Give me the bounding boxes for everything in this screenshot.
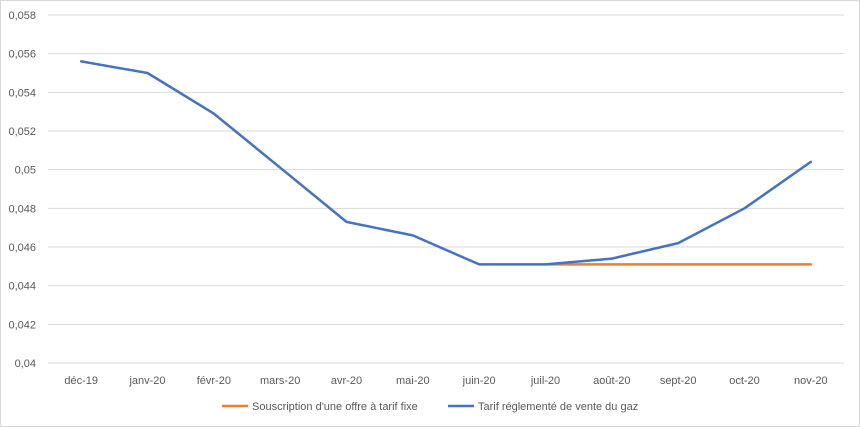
x-tick-label: sept-20 [660,375,697,387]
y-tick-label: 0,058 [8,10,36,22]
y-tick-label: 0,042 [8,319,36,331]
x-tick-label: févr-20 [197,375,231,387]
x-tick-label: janv-20 [128,375,165,387]
x-tick-label: mars-20 [260,375,300,387]
x-tick-label: juin-20 [462,375,496,387]
y-tick-label: 0,056 [8,49,36,61]
series-line-2 [79,60,813,266]
x-tick-label: nov-20 [794,375,828,387]
x-axis-tick-labels: déc-19 janv-20 févr-20 mars-20 avr-20 mai-20 j… [64,375,827,387]
gridlines [48,14,844,325]
legend-label-1: Souscription d'une offre à tarif fixe [252,401,418,413]
x-tick-label: déc-19 [64,375,98,387]
y-tick-label: 0,052 [8,126,36,138]
x-tick-label: avr-20 [331,375,362,387]
y-tick-label: 0,054 [8,87,36,99]
x-tick-label: août-20 [593,375,630,387]
y-axis-tick-labels: 0,04 0,042 0,044 0,046 0,048 0,05 0,052 0,054 0,… [8,10,36,370]
x-tick-label: mai-20 [396,375,430,387]
y-tick-label: 0,048 [8,203,36,215]
legend-label-2: Tarif réglementé de vente du gaz [478,401,638,413]
legend: Souscription d'une offre à tarif fixe Tar… [222,401,638,413]
x-tick-label: juil-20 [530,375,560,387]
y-tick-label: 0,046 [8,242,36,254]
y-tick-label: 0,044 [8,281,36,293]
series-lines [79,60,813,266]
y-tick-label: 0,04 [15,358,36,370]
y-tick-label: 0,05 [15,165,36,177]
x-tick-label: oct-20 [729,375,760,387]
